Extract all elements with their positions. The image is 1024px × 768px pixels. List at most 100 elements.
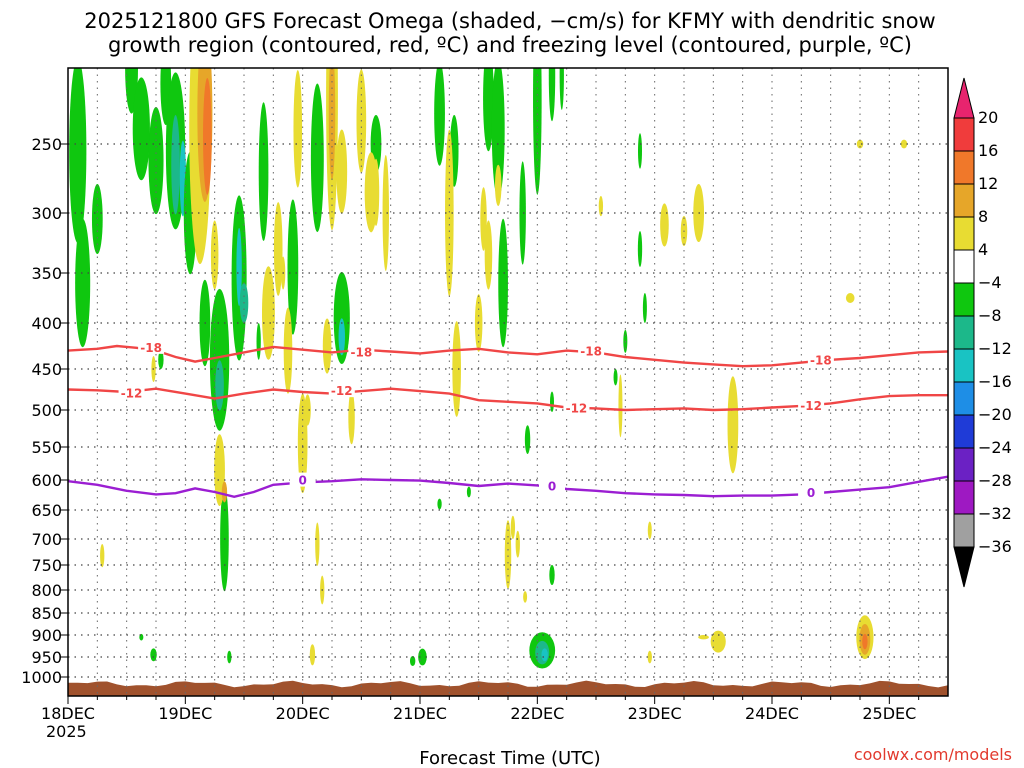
omega-cell (727, 376, 739, 474)
omega-cell (613, 369, 618, 386)
x-tick-label: 24DEC (745, 704, 799, 723)
contour-label-bg (328, 383, 355, 398)
contour-label: 0 (548, 480, 556, 494)
omega-cell (382, 154, 390, 272)
omega-cell (310, 83, 324, 233)
omega-cell (171, 115, 180, 215)
colorbar-label: −32 (978, 504, 1012, 523)
colorbar-swatch (953, 315, 975, 350)
colorbar-label: −8 (978, 306, 1002, 325)
omega-cell (548, 68, 556, 122)
omega-cell (550, 391, 554, 412)
omega-cell (549, 565, 555, 585)
colorbar-swatch (953, 414, 975, 449)
contour-label-bg (578, 343, 605, 358)
contour-label: 0 (807, 486, 815, 500)
y-tick-label: 1000 (21, 668, 62, 687)
omega-cell (338, 318, 346, 356)
omega-cell (452, 321, 461, 417)
omega-cell (100, 543, 105, 568)
colorbar-swatch (953, 249, 975, 284)
x-tick-label: 18DEC (41, 704, 95, 723)
contour-label-bg (798, 397, 825, 412)
omega-cell (256, 323, 261, 360)
x-axis-ticks: 18DEC 19DEC 20DEC 21DEC 22DEC 23DEC 24DEC 25DEC (41, 696, 920, 723)
contour-label-bg (807, 352, 834, 367)
omega-cell (304, 394, 311, 426)
terrain-fill (68, 680, 948, 696)
y-tick-label: 750 (31, 556, 62, 575)
omega-cell (210, 220, 219, 290)
omega-cell (69, 68, 87, 243)
omega-cell (559, 68, 564, 110)
y-tick-label: 450 (31, 360, 62, 379)
omega-cell (862, 633, 868, 650)
omega-cell (158, 350, 164, 369)
y-tick-label: 500 (31, 401, 62, 420)
omega-cell (258, 102, 269, 241)
x-tick-label: 20DEC (276, 704, 330, 723)
contour-label-bg (539, 478, 565, 493)
colorbar-bottom-arrow (953, 546, 975, 588)
omega-cell (209, 288, 230, 431)
omega-cell (510, 515, 516, 540)
colorbar-swatch (953, 513, 975, 548)
y-axis-ticks: 250 300 350 400 450 500 550 600 650 700 750 800 850 9… (21, 135, 68, 687)
omega-cell (638, 133, 642, 169)
colorbar-label: −12 (978, 339, 1012, 358)
colorbar-swatch (953, 282, 975, 317)
contour-label-bg (348, 344, 375, 359)
omega-cell (203, 78, 212, 195)
contour-label-bg (563, 400, 590, 415)
omega-cell (494, 164, 502, 207)
omega-cell (283, 307, 293, 394)
omega-cell (519, 161, 526, 265)
omega-cell (437, 498, 442, 510)
terrain-band (68, 680, 948, 696)
colorbar-swatch (953, 117, 975, 152)
contour-label-bg (138, 339, 165, 354)
omega-cell (480, 187, 487, 251)
omega-cell (533, 68, 542, 195)
colorbar-label: 4 (978, 240, 988, 259)
contour-label: -12 (331, 384, 353, 398)
omega-cell (498, 218, 508, 348)
omega-cell (524, 425, 531, 454)
omega-cell (637, 231, 643, 267)
colorbar-label: 8 (978, 207, 988, 226)
omega-cell (287, 199, 299, 335)
colorbar-swatch (953, 480, 975, 515)
omega-cell (215, 360, 224, 411)
x-start-year: 2025 (46, 722, 87, 741)
contour-label: -12 (121, 387, 143, 401)
colorbar-swatch (953, 348, 975, 383)
credit-link[interactable]: coolwx.com/models (854, 745, 1012, 764)
y-tick-label: 800 (31, 581, 62, 600)
contour-line (68, 475, 948, 499)
omega-cell (328, 68, 336, 181)
omega-cell (698, 635, 709, 640)
contour-label: -18 (580, 345, 602, 359)
colorbar-label: −36 (978, 537, 1012, 556)
contour-label: 0 (298, 474, 306, 488)
omega-cell (293, 70, 303, 188)
colorbar-swatch (953, 183, 975, 218)
colorbar-label: −16 (978, 372, 1012, 391)
colorbar-label: 16 (978, 141, 998, 160)
omega-cell (336, 129, 348, 214)
contour-label: -18 (140, 341, 162, 355)
contour-label: -18 (810, 354, 832, 368)
omega-cell (483, 68, 494, 152)
colorbar-label: −28 (978, 471, 1012, 490)
y-tick-label: 350 (31, 264, 62, 283)
contour-label-bg (118, 385, 145, 400)
omega-cell (409, 655, 416, 667)
contour-label: -18 (350, 345, 372, 359)
contour-label-bg (289, 472, 316, 487)
colorbar-label: −20 (978, 405, 1012, 424)
x-axis-label: Forecast Time (UTC) (419, 748, 600, 768)
omega-cell (322, 318, 332, 374)
omega-cell (618, 374, 623, 438)
omega-cell (515, 530, 520, 558)
